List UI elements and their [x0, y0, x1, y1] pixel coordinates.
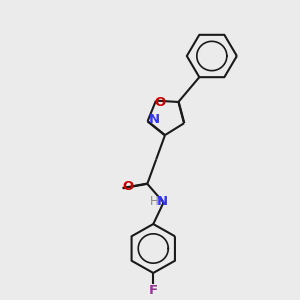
Text: O: O: [155, 96, 166, 109]
Text: N: N: [148, 113, 160, 126]
Text: F: F: [149, 284, 158, 297]
Text: O: O: [122, 179, 134, 193]
Text: H: H: [150, 194, 159, 208]
Text: N: N: [157, 194, 168, 208]
